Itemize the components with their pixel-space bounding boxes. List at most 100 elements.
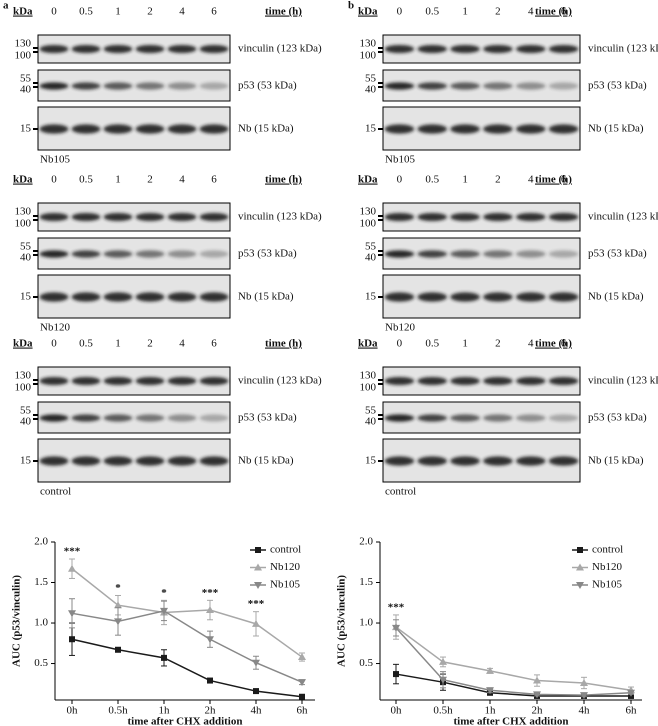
x-axis-label: time after CHX addition	[128, 716, 243, 726]
kda-label: kDa	[13, 6, 33, 18]
data-point	[207, 677, 213, 684]
band	[135, 414, 165, 422]
band-label: p53 (53 kDa)	[238, 412, 297, 424]
band	[483, 213, 513, 221]
band	[199, 456, 229, 466]
lane-label: 6	[561, 338, 567, 350]
band	[384, 456, 415, 466]
legend-label: Nb105	[270, 579, 300, 591]
band	[417, 377, 448, 385]
marker-label: 40	[365, 84, 377, 96]
panel-label: a	[3, 0, 9, 12]
band	[39, 45, 69, 53]
marker-label: 130	[360, 38, 377, 50]
blot-box	[382, 401, 581, 434]
y-tick-label: 0.5	[34, 657, 48, 669]
data-point	[161, 654, 167, 661]
legend-marker	[576, 563, 584, 571]
data-point	[206, 636, 214, 644]
lane-label: 4	[179, 6, 185, 18]
data-point	[253, 688, 259, 695]
band	[483, 456, 513, 466]
band	[167, 250, 197, 258]
band	[71, 377, 101, 385]
band	[135, 250, 165, 258]
band	[167, 377, 197, 385]
band	[103, 250, 133, 258]
kda-label: kDa	[358, 6, 378, 18]
lane-label: 2	[147, 338, 153, 350]
lane-label: 6	[561, 6, 567, 18]
x-tick-label: 0h	[391, 705, 403, 717]
data-point	[533, 676, 541, 684]
band	[135, 82, 165, 90]
data-point	[580, 692, 588, 700]
band	[199, 377, 229, 385]
lane-label: 0	[397, 338, 403, 350]
band	[199, 45, 229, 53]
legend-marker	[255, 547, 261, 553]
lane-label: 6	[561, 174, 567, 186]
series-line	[71, 638, 303, 698]
x-tick-label: 1h	[159, 705, 171, 717]
marker-label: 55	[20, 73, 32, 85]
legend-label: Nb120	[592, 561, 622, 573]
legend-label: control	[592, 544, 623, 556]
band	[417, 124, 448, 134]
legend-marker	[254, 582, 262, 589]
legend-label: control	[270, 544, 301, 556]
x-tick-label: 6h	[297, 705, 309, 717]
band	[548, 377, 579, 385]
band	[135, 213, 165, 221]
data-point	[115, 646, 121, 653]
data-point	[252, 659, 260, 667]
band	[199, 414, 229, 422]
band	[103, 456, 133, 466]
band-label: Nb (15 kDa)	[238, 455, 294, 467]
significance: ***	[248, 598, 265, 610]
band	[483, 250, 513, 258]
lane-label: 1	[462, 6, 468, 18]
marker-label: 55	[20, 241, 32, 253]
data-point	[298, 679, 306, 687]
band	[548, 250, 579, 258]
band	[39, 456, 69, 466]
band	[384, 213, 415, 221]
x-tick-label: 4h	[579, 705, 591, 717]
band	[417, 250, 448, 258]
lane-label: 6	[211, 174, 217, 186]
y-tick-label: 1.5	[359, 576, 373, 588]
data-point	[114, 601, 122, 609]
sample-label: control	[385, 486, 416, 498]
band	[384, 292, 415, 302]
lane-label: 2	[495, 174, 501, 186]
band	[135, 456, 165, 466]
blot-box	[382, 237, 581, 270]
band	[39, 124, 69, 134]
blot-box	[37, 202, 231, 232]
data-point	[486, 666, 494, 674]
series-line	[71, 610, 303, 683]
x-tick-label: 0.5h	[433, 705, 453, 717]
band	[417, 456, 448, 466]
data-point	[580, 678, 588, 686]
time-label: time (h)	[535, 174, 572, 186]
x-tick-label: 1h	[485, 705, 497, 717]
blot-box	[37, 34, 231, 64]
data-point	[69, 636, 75, 643]
band	[483, 377, 513, 385]
data-point	[299, 693, 305, 700]
band	[548, 213, 579, 221]
blot-box	[382, 274, 581, 319]
data-point	[533, 691, 541, 699]
band	[199, 82, 229, 90]
band	[71, 414, 101, 422]
marker-label: 100	[360, 382, 377, 394]
lane-label: 0.5	[425, 6, 439, 18]
marker-label: 15	[365, 455, 377, 467]
band-label: p53 (53 kDa)	[588, 412, 647, 424]
band	[450, 213, 480, 221]
band	[71, 292, 101, 302]
series-line	[71, 568, 303, 658]
